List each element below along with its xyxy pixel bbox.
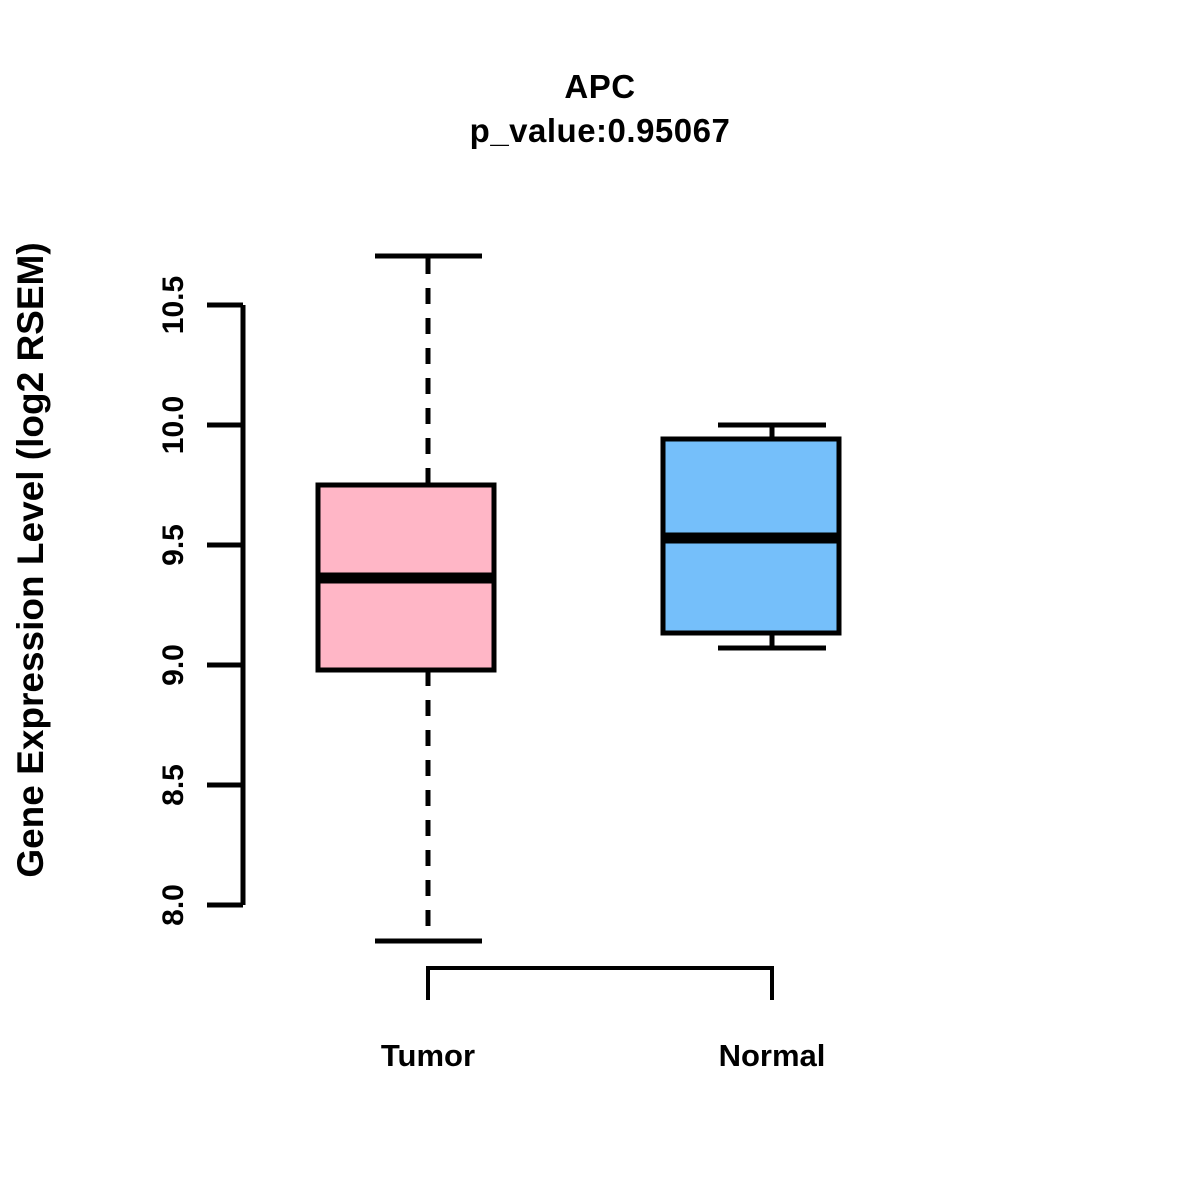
box-normal <box>660 422 842 651</box>
x-axis <box>426 966 774 1000</box>
y-axis <box>207 302 246 908</box>
x-tick-label-tumor: Tumor <box>380 1038 476 1073</box>
box-tumor <box>315 253 497 944</box>
x-tick-label-normal: Normal <box>718 1038 826 1073</box>
